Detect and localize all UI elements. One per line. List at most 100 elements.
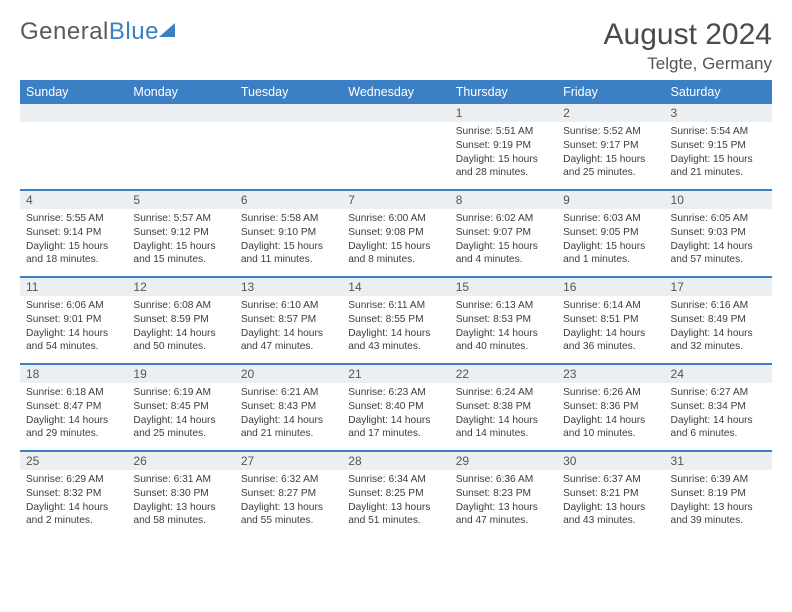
sunrise-text: Sunrise: 5:55 AM xyxy=(26,212,121,226)
sunrise-text: Sunrise: 6:29 AM xyxy=(26,473,121,487)
sunrise-text: Sunrise: 5:51 AM xyxy=(456,125,551,139)
daylight-line1: Daylight: 15 hours xyxy=(456,240,551,254)
day-details: Sunrise: 5:52 AMSunset: 9:17 PMDaylight:… xyxy=(557,122,664,189)
daylight-line1: Daylight: 14 hours xyxy=(241,414,336,428)
day-details: Sunrise: 5:55 AMSunset: 9:14 PMDaylight:… xyxy=(20,209,127,276)
daylight-line1: Daylight: 14 hours xyxy=(671,414,766,428)
day-details: Sunrise: 6:13 AMSunset: 8:53 PMDaylight:… xyxy=(450,296,557,363)
sunrise-text: Sunrise: 5:58 AM xyxy=(241,212,336,226)
daylight-line2: and 8 minutes. xyxy=(348,253,443,267)
daylight-line1: Daylight: 15 hours xyxy=(563,153,658,167)
day-number: 29 xyxy=(450,452,557,470)
calendar-cell: 30Sunrise: 6:37 AMSunset: 8:21 PMDayligh… xyxy=(557,451,664,537)
calendar-cell: 24Sunrise: 6:27 AMSunset: 8:34 PMDayligh… xyxy=(665,364,772,451)
day-number xyxy=(20,104,127,122)
sunset-text: Sunset: 9:03 PM xyxy=(671,226,766,240)
logo-triangle-icon xyxy=(159,23,175,37)
day-number: 16 xyxy=(557,278,664,296)
weekday-header: Tuesday xyxy=(235,80,342,104)
sunset-text: Sunset: 8:40 PM xyxy=(348,400,443,414)
sunset-text: Sunset: 9:12 PM xyxy=(133,226,228,240)
sunset-text: Sunset: 8:47 PM xyxy=(26,400,121,414)
day-number: 11 xyxy=(20,278,127,296)
sunset-text: Sunset: 8:32 PM xyxy=(26,487,121,501)
day-number: 26 xyxy=(127,452,234,470)
day-details: Sunrise: 6:21 AMSunset: 8:43 PMDaylight:… xyxy=(235,383,342,450)
day-details: Sunrise: 5:57 AMSunset: 9:12 PMDaylight:… xyxy=(127,209,234,276)
day-details: Sunrise: 6:32 AMSunset: 8:27 PMDaylight:… xyxy=(235,470,342,537)
daylight-line2: and 17 minutes. xyxy=(348,427,443,441)
day-details: Sunrise: 6:23 AMSunset: 8:40 PMDaylight:… xyxy=(342,383,449,450)
day-number: 10 xyxy=(665,191,772,209)
sunset-text: Sunset: 8:55 PM xyxy=(348,313,443,327)
sunset-text: Sunset: 9:14 PM xyxy=(26,226,121,240)
sunset-text: Sunset: 8:59 PM xyxy=(133,313,228,327)
calendar-cell: 8Sunrise: 6:02 AMSunset: 9:07 PMDaylight… xyxy=(450,190,557,277)
daylight-line1: Daylight: 14 hours xyxy=(671,240,766,254)
weekday-header: Monday xyxy=(127,80,234,104)
daylight-line1: Daylight: 14 hours xyxy=(456,327,551,341)
calendar-cell: 25Sunrise: 6:29 AMSunset: 8:32 PMDayligh… xyxy=(20,451,127,537)
logo: GeneralBlue xyxy=(20,18,175,46)
calendar-cell: 10 Sunrise: 6:05 AMSunset: 9:03 PMDayligh… xyxy=(665,190,772,277)
calendar-cell xyxy=(20,104,127,190)
month-title: August 2024 xyxy=(604,18,772,52)
daylight-line2: and 57 minutes. xyxy=(671,253,766,267)
daylight-line1: Daylight: 13 hours xyxy=(671,501,766,515)
day-details: Sunrise: 6:37 AMSunset: 8:21 PMDaylight:… xyxy=(557,470,664,537)
logo-word1: General xyxy=(20,18,109,45)
sunset-text: Sunset: 8:43 PM xyxy=(241,400,336,414)
sunrise-text: Sunrise: 6:05 AM xyxy=(671,212,766,226)
logo-word2: Blue xyxy=(109,18,159,45)
calendar-cell: 21Sunrise: 6:23 AMSunset: 8:40 PMDayligh… xyxy=(342,364,449,451)
daylight-line2: and 18 minutes. xyxy=(26,253,121,267)
daylight-line2: and 58 minutes. xyxy=(133,514,228,528)
sunrise-text: Sunrise: 6:02 AM xyxy=(456,212,551,226)
day-number: 3 xyxy=(665,104,772,122)
daylight-line1: Daylight: 14 hours xyxy=(26,414,121,428)
sunrise-text: Sunrise: 6:39 AM xyxy=(671,473,766,487)
calendar-cell: 3Sunrise: 5:54 AMSunset: 9:15 PMDaylight… xyxy=(665,104,772,190)
day-details: Sunrise: 6:34 AMSunset: 8:25 PMDaylight:… xyxy=(342,470,449,537)
sunset-text: Sunset: 8:57 PM xyxy=(241,313,336,327)
daylight-line2: and 21 minutes. xyxy=(241,427,336,441)
day-number: 12 xyxy=(127,278,234,296)
daylight-line2: and 51 minutes. xyxy=(348,514,443,528)
daylight-line1: Daylight: 14 hours xyxy=(241,327,336,341)
day-number: 7 xyxy=(342,191,449,209)
day-details: Sunrise: 6:10 AMSunset: 8:57 PMDaylight:… xyxy=(235,296,342,363)
sunset-text: Sunset: 8:49 PM xyxy=(671,313,766,327)
sunset-text: Sunset: 9:10 PM xyxy=(241,226,336,240)
sunset-text: Sunset: 8:30 PM xyxy=(133,487,228,501)
daylight-line1: Daylight: 15 hours xyxy=(348,240,443,254)
sunrise-text: Sunrise: 6:00 AM xyxy=(348,212,443,226)
calendar-cell: 15Sunrise: 6:13 AMSunset: 8:53 PMDayligh… xyxy=(450,277,557,364)
daylight-line1: Daylight: 15 hours xyxy=(133,240,228,254)
day-details: Sunrise: 5:58 AMSunset: 9:10 PMDaylight:… xyxy=(235,209,342,276)
calendar-row: 1Sunrise: 5:51 AMSunset: 9:19 PMDaylight… xyxy=(20,104,772,190)
sunrise-text: Sunrise: 6:37 AM xyxy=(563,473,658,487)
daylight-line1: Daylight: 14 hours xyxy=(563,414,658,428)
daylight-line1: Daylight: 14 hours xyxy=(563,327,658,341)
daylight-line1: Daylight: 15 hours xyxy=(671,153,766,167)
daylight-line2: and 47 minutes. xyxy=(241,340,336,354)
daylight-line2: and 2 minutes. xyxy=(26,514,121,528)
daylight-line2: and 50 minutes. xyxy=(133,340,228,354)
daylight-line2: and 43 minutes. xyxy=(563,514,658,528)
header: GeneralBlue August 2024 Telgte, Germany xyxy=(20,18,772,74)
day-details: Sunrise: 6:39 AMSunset: 8:19 PMDaylight:… xyxy=(665,470,772,537)
day-details xyxy=(20,122,127,189)
calendar-cell: 17Sunrise: 6:16 AMSunset: 8:49 PMDayligh… xyxy=(665,277,772,364)
calendar-cell xyxy=(127,104,234,190)
daylight-line1: Daylight: 14 hours xyxy=(133,327,228,341)
sunrise-text: Sunrise: 6:03 AM xyxy=(563,212,658,226)
daylight-line2: and 14 minutes. xyxy=(456,427,551,441)
sunrise-text: Sunrise: 5:54 AM xyxy=(671,125,766,139)
daylight-line1: Daylight: 14 hours xyxy=(348,327,443,341)
calendar-cell: 29Sunrise: 6:36 AMSunset: 8:23 PMDayligh… xyxy=(450,451,557,537)
day-details: Sunrise: 6:31 AMSunset: 8:30 PMDaylight:… xyxy=(127,470,234,537)
daylight-line2: and 4 minutes. xyxy=(456,253,551,267)
logo-text: GeneralBlue xyxy=(20,18,159,46)
sunset-text: Sunset: 8:45 PM xyxy=(133,400,228,414)
sunrise-text: Sunrise: 6:34 AM xyxy=(348,473,443,487)
